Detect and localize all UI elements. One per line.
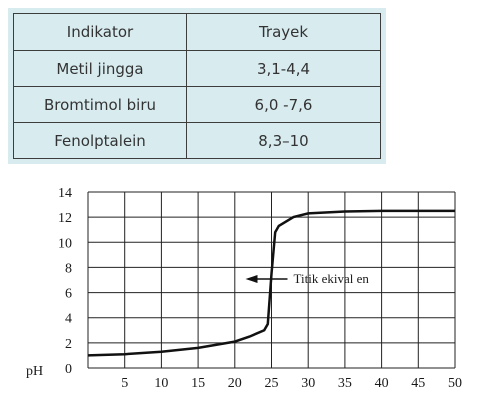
indicator-table-panel: Indikator Trayek Metil jingga 3,1-4,4 Br… [8,8,386,164]
equivalence-annotation: Titik ekival en [245,271,370,286]
x-tick-label: 15 [191,376,205,391]
indicator-table: Indikator Trayek Metil jingga 3,1-4,4 Br… [13,13,381,159]
y-tick-label: 4 [65,312,72,327]
x-tick-label: 30 [301,376,315,391]
titration-curve-chart: 5 10 15 20 25 30 35 40 45 50 0 2 4 6 8 10 12 14 Titik eki… [26,186,462,391]
arrow-left-icon [245,275,258,283]
y-tick-label: 10 [58,236,72,251]
table-row: Bromtimol biru 6,0 -7,6 [13,86,381,123]
y-tick-label: 0 [65,362,72,377]
y-tick-label: 14 [58,186,72,201]
table-row: Fenolptalein 8,3–10 [13,122,381,159]
x-tick-label: 35 [338,376,352,391]
x-tick-label: 10 [154,376,168,391]
chart-ticks: 5 10 15 20 25 30 35 40 45 50 0 2 4 6 8 10 12 14 [58,186,462,391]
indicator-name: Bromtimol biru [13,86,187,123]
x-tick-label: 25 [265,376,279,391]
indicator-range: 8,3–10 [186,122,381,159]
y-axis-label: pH [26,364,43,379]
x-tick-label: 20 [228,376,242,391]
header-indikator: Indikator [13,13,187,51]
y-tick-label: 2 [65,337,72,352]
indicator-range: 3,1-4,4 [186,50,381,87]
table-row: Metil jingga 3,1-4,4 [13,50,381,87]
chart-grid [87,191,456,369]
x-tick-label: 5 [121,376,128,391]
x-tick-label: 45 [411,376,425,391]
indicator-name: Fenolptalein [13,122,187,159]
annotation-label: Titik ekival en [294,271,370,286]
x-tick-label: 40 [375,376,389,391]
indicator-name: Metil jingga [13,50,187,87]
x-tick-label: 50 [448,376,462,391]
header-trayek: Trayek [186,13,381,51]
y-tick-label: 6 [65,287,72,302]
y-tick-label: 12 [58,211,72,226]
indicator-range: 6,0 -7,6 [186,86,381,123]
y-tick-label: 8 [65,261,72,276]
titration-curve-line [87,209,455,357]
table-header-row: Indikator Trayek [13,13,381,51]
